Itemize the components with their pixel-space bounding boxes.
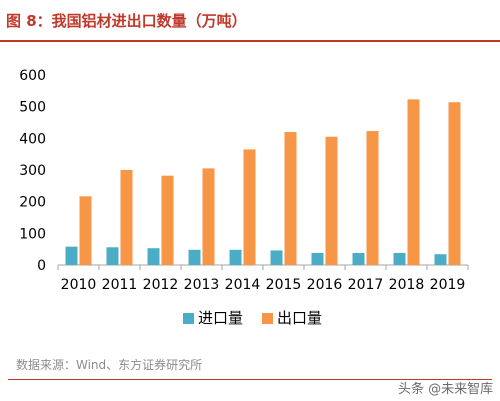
x-tick-label: 2013 [184, 277, 220, 293]
import-bar [270, 250, 283, 265]
chart-title: 图 8：我国铝材进出口数量（万吨） [6, 12, 247, 30]
y-tick-label: 500 [19, 100, 46, 116]
x-tick-label: 2017 [348, 277, 384, 293]
export-bar [448, 102, 461, 265]
x-tick-label: 2015 [266, 277, 302, 293]
legend-label-import: 进口量 [198, 309, 243, 327]
y-tick-label: 100 [19, 226, 46, 242]
title-rule [0, 40, 500, 42]
footer-rule [8, 379, 492, 380]
legend-swatch-export [262, 313, 273, 324]
import-bar [393, 252, 406, 265]
import-bar [311, 252, 324, 265]
export-bar [243, 149, 256, 265]
watermark: 头条 @未来智库 [398, 382, 494, 397]
export-bar [366, 131, 379, 265]
x-tick-label: 2014 [225, 277, 261, 293]
x-tick-label: 2019 [430, 277, 466, 293]
import-bar [434, 254, 447, 265]
export-bar [79, 196, 92, 265]
import-bar [229, 249, 242, 265]
y-tick-label: 600 [19, 68, 46, 84]
x-tick-label: 2016 [307, 277, 343, 293]
export-bar [202, 168, 215, 265]
source-note: 数据来源：Wind、东方证券研究所 [16, 358, 203, 372]
x-tick-label: 2018 [389, 277, 425, 293]
legend-label-export: 出口量 [277, 309, 322, 327]
export-bar [120, 170, 133, 265]
legend-swatch-import [183, 313, 194, 324]
export-bar [407, 99, 420, 265]
y-tick-label: 400 [19, 131, 46, 147]
export-bar [325, 136, 338, 265]
import-bar [106, 247, 119, 265]
export-bar [161, 175, 174, 265]
x-tick-label: 2010 [61, 277, 97, 293]
y-tick-label: 200 [19, 195, 46, 211]
x-tick-label: 2012 [143, 277, 179, 293]
export-bar [284, 132, 297, 265]
x-tick-label: 2011 [102, 277, 138, 293]
import-bar [65, 246, 78, 265]
y-tick-label: 300 [19, 163, 46, 179]
y-tick-label: 0 [37, 258, 46, 274]
import-bar [147, 248, 160, 265]
import-bar [352, 252, 365, 265]
import-bar [188, 249, 201, 265]
